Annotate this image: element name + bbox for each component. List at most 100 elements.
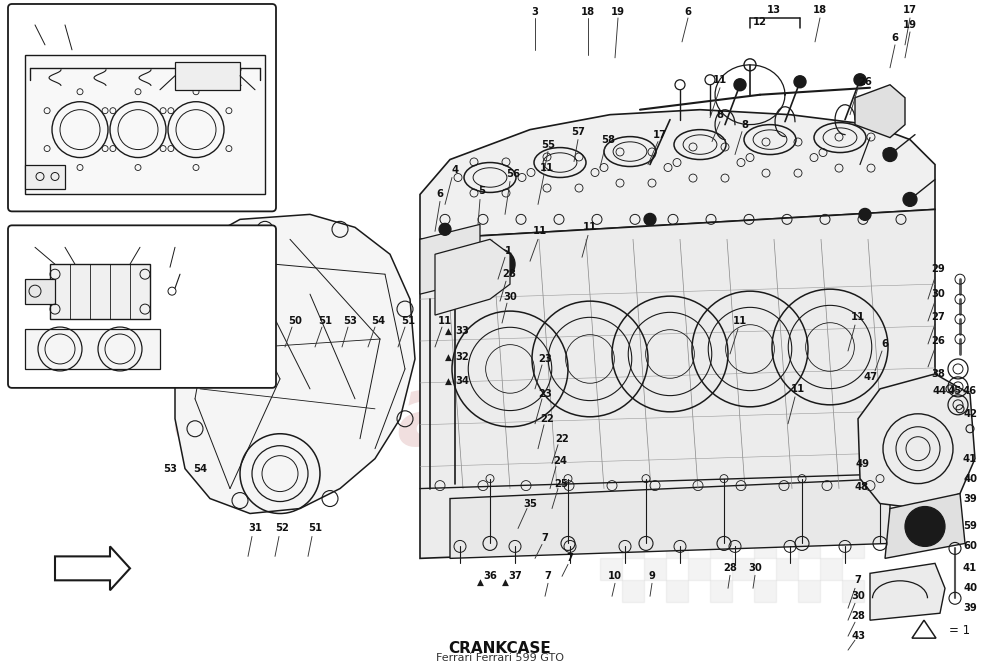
Text: 26: 26 xyxy=(858,77,872,87)
Text: 57: 57 xyxy=(571,127,585,137)
Text: 51: 51 xyxy=(308,523,322,533)
Text: 49: 49 xyxy=(855,459,869,469)
Text: 37: 37 xyxy=(508,571,522,581)
Bar xyxy=(732,427,754,449)
Polygon shape xyxy=(420,110,935,239)
Bar xyxy=(820,427,842,449)
Text: 7: 7 xyxy=(855,575,861,586)
Text: ▲: ▲ xyxy=(445,327,451,335)
Circle shape xyxy=(485,249,515,279)
Circle shape xyxy=(859,208,871,220)
Circle shape xyxy=(734,79,746,91)
Text: 7: 7 xyxy=(542,533,548,543)
Text: 1: 1 xyxy=(504,246,512,256)
Polygon shape xyxy=(450,479,890,558)
Text: 24: 24 xyxy=(553,456,567,465)
Bar xyxy=(666,361,688,383)
Text: 13: 13 xyxy=(767,5,781,15)
Bar xyxy=(842,537,864,558)
Text: 22: 22 xyxy=(540,414,554,424)
Text: 53: 53 xyxy=(343,316,357,326)
Bar xyxy=(622,580,644,602)
Text: 46: 46 xyxy=(963,386,977,396)
Text: 32: 32 xyxy=(455,352,469,362)
Text: 58: 58 xyxy=(601,135,615,145)
Bar xyxy=(820,515,842,537)
Text: 17: 17 xyxy=(903,5,917,15)
Text: c: c xyxy=(170,371,230,467)
Text: 25: 25 xyxy=(554,479,568,489)
Text: 30: 30 xyxy=(851,591,865,602)
Text: 28: 28 xyxy=(851,612,865,622)
Text: 51: 51 xyxy=(318,316,332,326)
Text: 36: 36 xyxy=(483,571,497,581)
Text: 17: 17 xyxy=(653,129,667,139)
Bar xyxy=(776,339,798,361)
Text: 8: 8 xyxy=(716,110,724,120)
Bar xyxy=(710,361,732,383)
Text: 3: 3 xyxy=(532,7,538,17)
Text: 45: 45 xyxy=(948,386,962,396)
Bar xyxy=(600,515,622,537)
Bar xyxy=(666,405,688,427)
FancyBboxPatch shape xyxy=(8,4,276,211)
Text: 28: 28 xyxy=(723,563,737,573)
Text: 7: 7 xyxy=(545,571,551,581)
Bar xyxy=(688,515,710,537)
Polygon shape xyxy=(858,374,975,509)
Text: 59: 59 xyxy=(963,521,977,531)
Text: 30: 30 xyxy=(931,289,945,299)
Text: 41: 41 xyxy=(963,563,977,573)
Bar xyxy=(776,471,798,493)
Text: 54: 54 xyxy=(193,463,207,473)
Text: 60: 60 xyxy=(963,541,977,551)
Polygon shape xyxy=(420,224,480,294)
Bar xyxy=(710,537,732,558)
Text: ▲: ▲ xyxy=(445,353,451,361)
Bar xyxy=(798,361,820,383)
Bar xyxy=(710,493,732,515)
Text: 21: 21 xyxy=(132,234,148,244)
Bar xyxy=(666,449,688,471)
Bar xyxy=(666,493,688,515)
Text: 26: 26 xyxy=(931,336,945,346)
Text: 30: 30 xyxy=(748,563,762,573)
Polygon shape xyxy=(870,563,945,620)
Bar xyxy=(842,361,864,383)
Bar xyxy=(688,558,710,580)
Circle shape xyxy=(644,213,656,225)
Text: 44: 44 xyxy=(933,386,947,396)
Bar xyxy=(754,537,776,558)
Text: 56: 56 xyxy=(506,169,520,179)
Bar xyxy=(842,580,864,602)
Text: 48: 48 xyxy=(855,481,869,491)
Bar xyxy=(798,493,820,515)
Text: 22: 22 xyxy=(555,434,569,444)
Bar xyxy=(732,515,754,537)
Polygon shape xyxy=(25,165,65,189)
Text: 12: 12 xyxy=(753,17,767,27)
Bar xyxy=(666,537,688,558)
Bar xyxy=(644,427,666,449)
Text: 39: 39 xyxy=(963,493,977,503)
Text: 40: 40 xyxy=(963,583,977,594)
Text: 33: 33 xyxy=(455,326,469,336)
Text: a: a xyxy=(396,371,464,467)
Bar xyxy=(842,405,864,427)
Circle shape xyxy=(794,76,806,88)
Circle shape xyxy=(854,74,866,86)
Text: 51: 51 xyxy=(401,316,415,326)
Bar xyxy=(622,361,644,383)
Bar xyxy=(776,515,798,537)
Bar xyxy=(842,493,864,515)
Bar xyxy=(776,383,798,405)
Bar xyxy=(644,339,666,361)
Text: 43: 43 xyxy=(851,631,865,641)
Bar xyxy=(644,383,666,405)
Text: 11: 11 xyxy=(733,316,747,326)
Polygon shape xyxy=(175,62,240,90)
Bar xyxy=(688,471,710,493)
Text: = 1: = 1 xyxy=(949,623,971,637)
Text: 2: 2 xyxy=(61,13,69,23)
Text: 30: 30 xyxy=(503,292,517,302)
